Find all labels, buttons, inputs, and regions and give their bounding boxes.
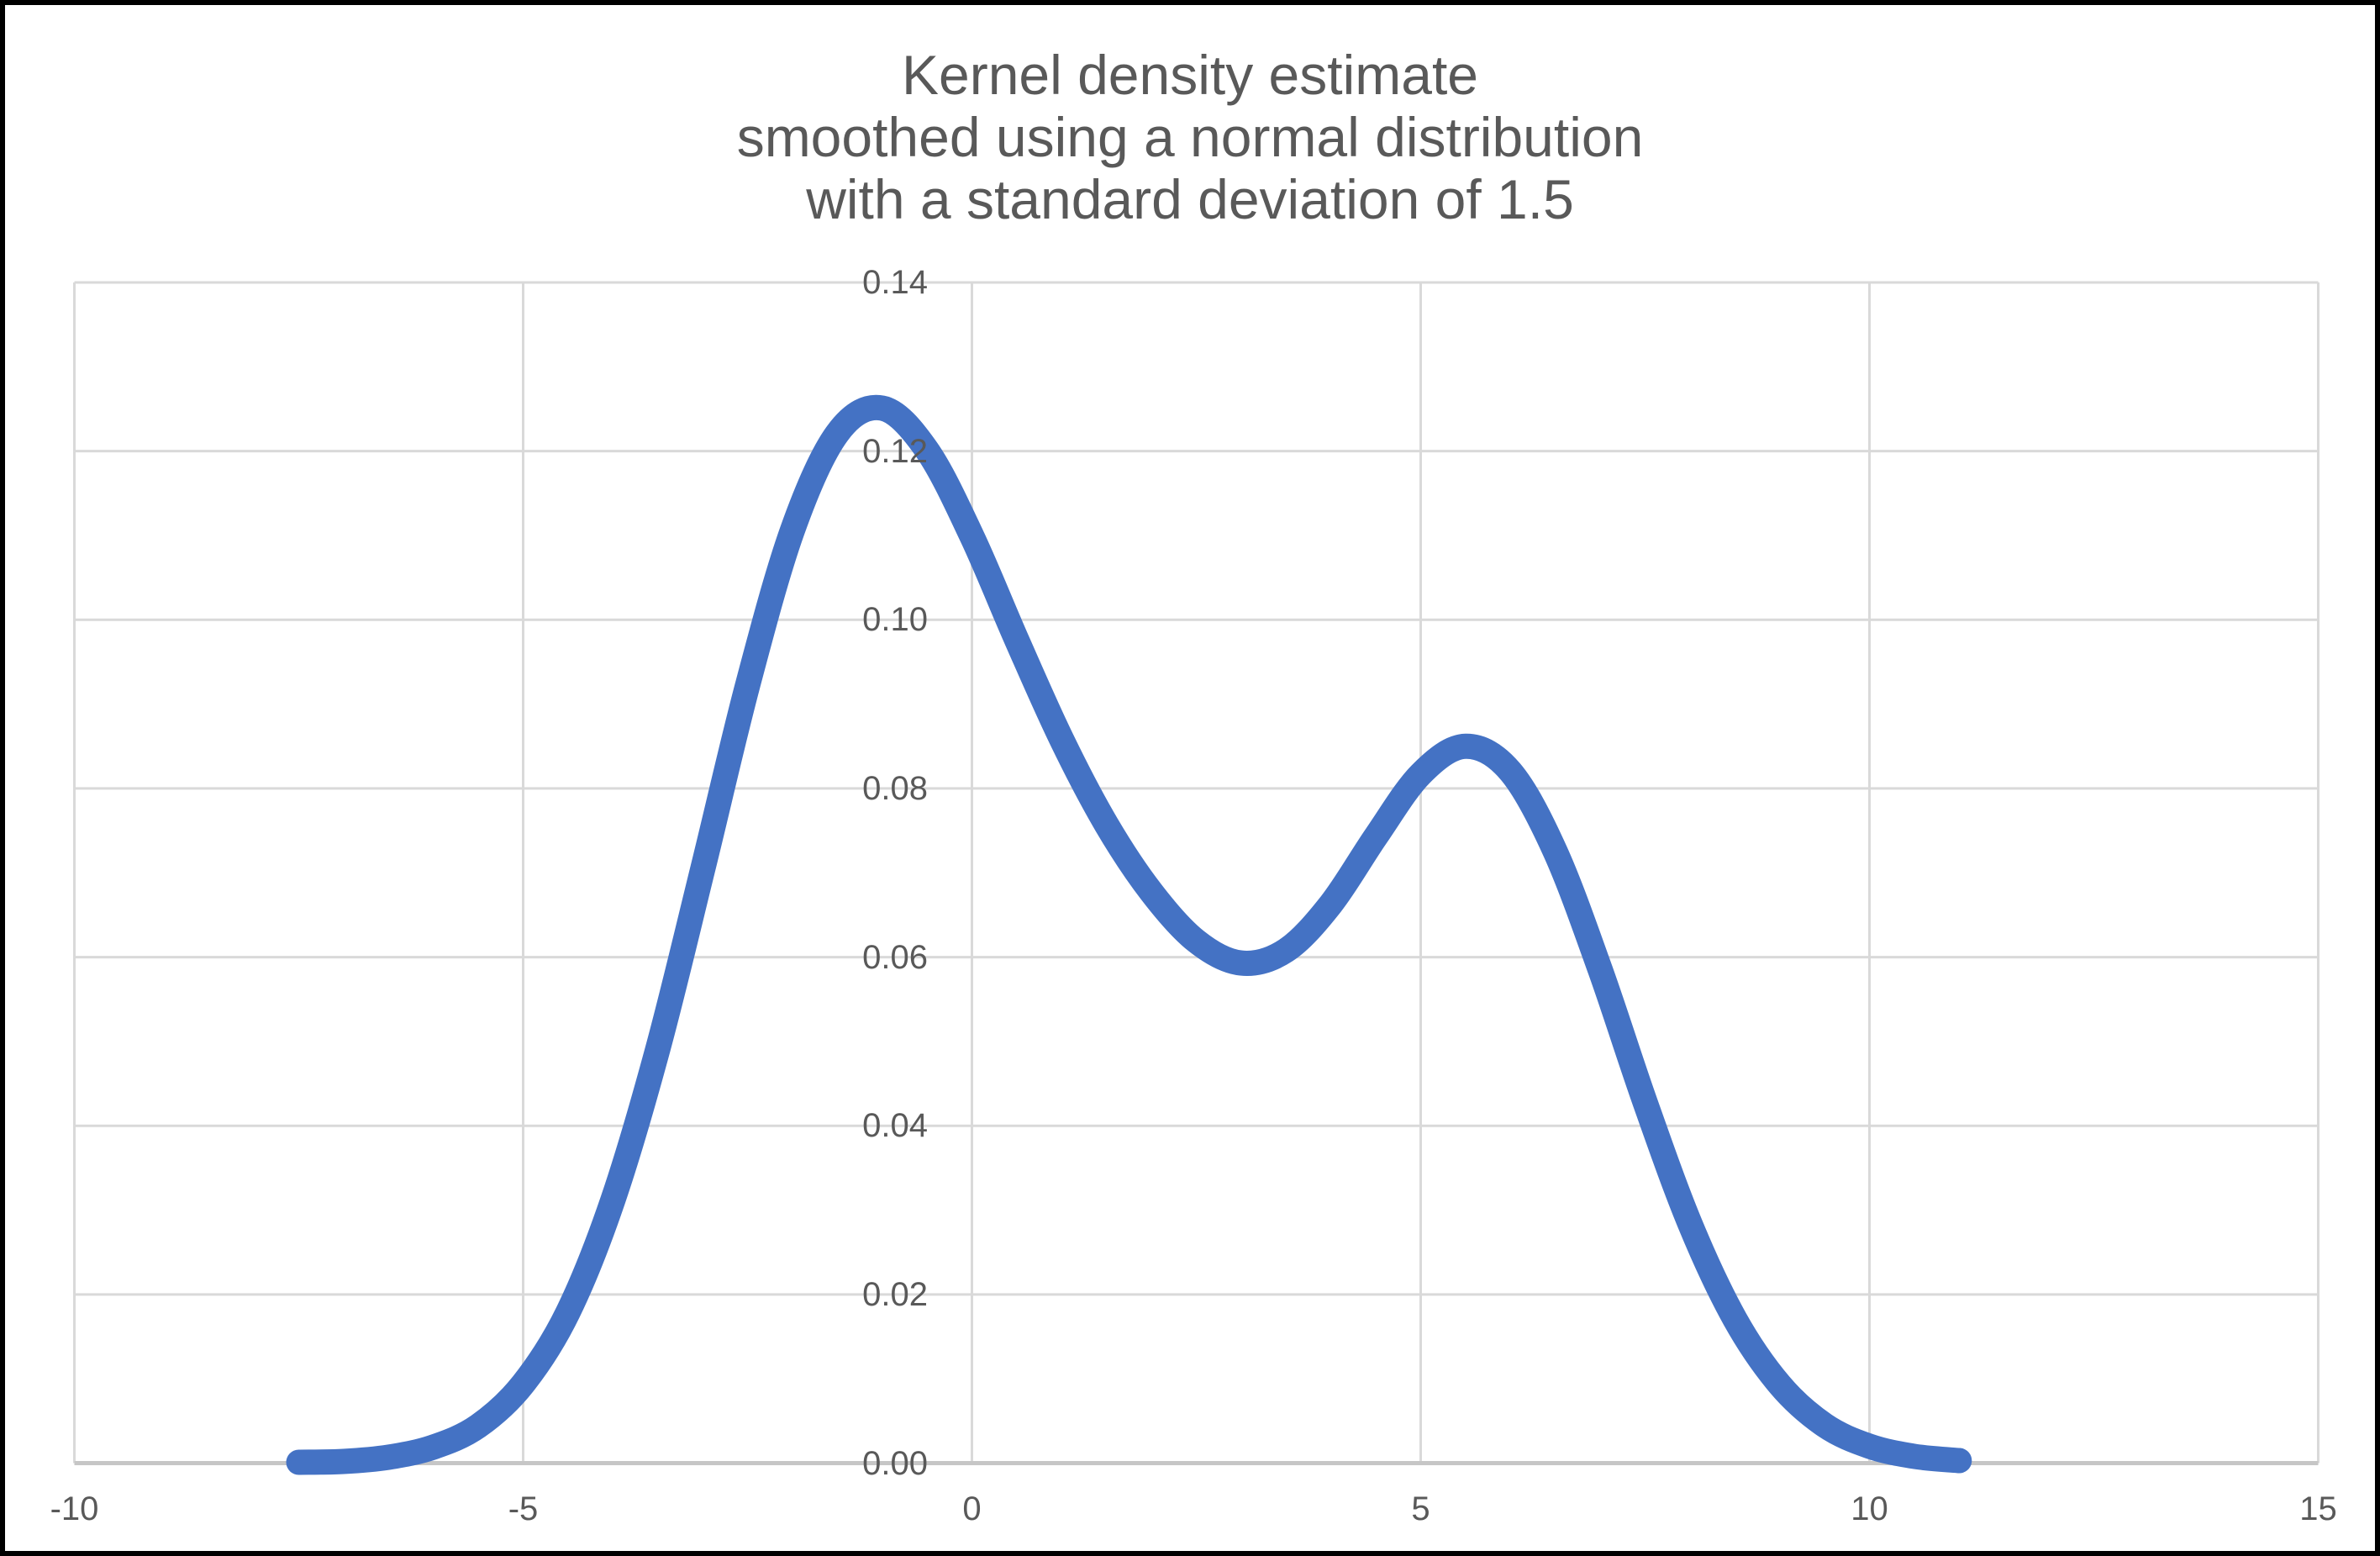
y-axis-tick-label: 0.02 — [862, 1275, 928, 1313]
x-axis-tick-label: -10 — [50, 1490, 99, 1527]
kde-chart-plot-area — [73, 281, 2319, 1475]
y-axis-tick-label: 0.12 — [862, 432, 928, 470]
x-axis-tick-label: 0 — [962, 1490, 982, 1527]
chart-title-line-1: Kernel density estimate — [901, 44, 1478, 106]
y-axis-tick-label: 0.04 — [862, 1107, 928, 1145]
y-axis-tick-label: 0.14 — [862, 264, 928, 301]
y-axis-tick-label: 0.00 — [862, 1444, 928, 1482]
y-axis-tick-label: 0.06 — [862, 938, 928, 976]
chart-title-line-2: smoothed using a normal distribution — [736, 106, 1644, 168]
x-axis-tick-label: -5 — [508, 1490, 539, 1527]
y-axis-tick-label: 0.10 — [862, 601, 928, 639]
x-axis-tick-label: 5 — [1411, 1490, 1430, 1527]
chart-title: Kernel density estimate smoothed using a… — [5, 44, 2375, 230]
chart-title-line-3: with a standard deviation of 1.5 — [806, 168, 1574, 230]
kde-curve — [286, 394, 1972, 1475]
x-axis-tick-label: 15 — [2299, 1490, 2337, 1527]
y-axis-tick-label: 0.08 — [862, 769, 928, 807]
x-axis-tick-label: 10 — [1851, 1490, 1888, 1527]
